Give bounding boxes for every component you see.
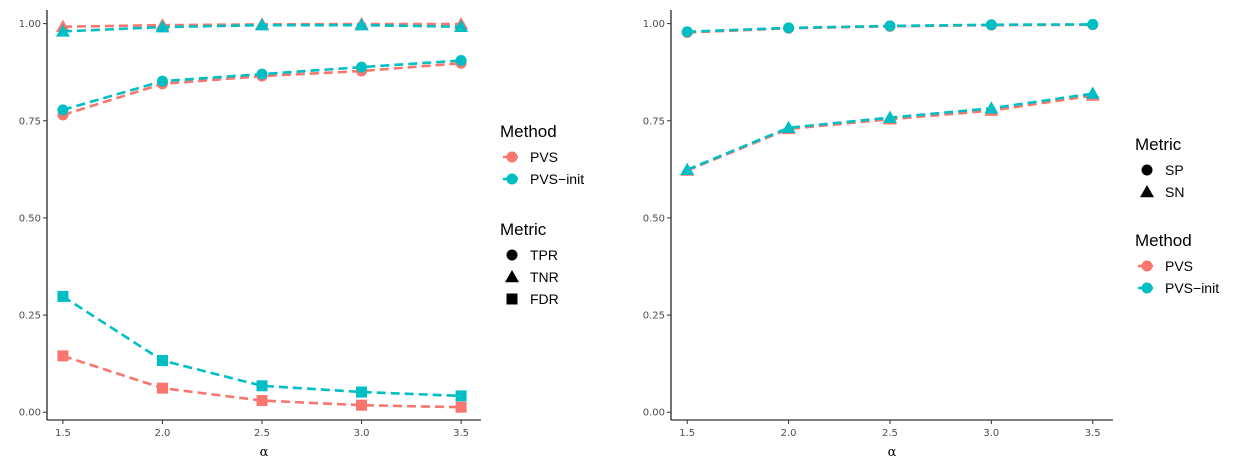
data-point-pvs-init-tpr (455, 55, 467, 67)
x-tick-label: 1.5 (55, 428, 71, 439)
data-point-pvs-init-sp (884, 20, 896, 32)
legend-method: Method PVS PVS−init (1135, 231, 1219, 296)
data-point-pvs-init-fdr (57, 290, 69, 302)
series-line-pvs-sn (686, 94, 1093, 172)
legend-metric: Metric TPR TNR FDR (500, 220, 559, 307)
data-point-pvs-init-tnr (454, 19, 469, 32)
data-point-pvs-init-fdr (455, 390, 467, 402)
data-point-pvs-init-sn (984, 101, 999, 114)
x-axis-label: α (260, 445, 269, 460)
chart-panel-1: 0.00 0.25 0.50 0.75 1.00 1.5 2.0 2.5 3.0 3.5 α Meth… (19, 10, 584, 460)
data-point-pvs-init-sn (680, 162, 695, 175)
data-point-pvs-init-sp (681, 26, 693, 38)
legend-key-shape (506, 293, 518, 305)
x-tick-label: 1.5 (679, 428, 695, 439)
y-tick-label: 0.25 (643, 311, 665, 322)
legend-key-point (506, 151, 518, 163)
y-tick-label: 0.50 (643, 213, 665, 224)
data-point-pvs-init-tpr (256, 68, 268, 80)
legend-label: PVS−init (530, 171, 584, 187)
x-tick-label: 2.0 (155, 428, 171, 439)
data-point-pvs-init-sn (1085, 86, 1100, 99)
x-tick-label: 2.0 (781, 428, 797, 439)
data-point-pvs-init-tnr (354, 18, 369, 31)
x-tick-label: 2.5 (254, 428, 270, 439)
data-point-pvs-init-tnr (55, 24, 70, 37)
y-tick-label: 1.00 (643, 19, 665, 30)
y-tick-label: 0.50 (19, 213, 41, 224)
data-point-pvs-init-sp (783, 22, 795, 34)
x-axis-label: α (888, 445, 897, 460)
data-point-pvs-fdr (455, 401, 467, 413)
chart-panel-2: 0.00 0.25 0.50 0.75 1.00 1.5 2.0 2.5 3.0 3.5 α Metr… (643, 10, 1219, 460)
legend-key-shape (505, 270, 519, 283)
data-point-pvs-fdr (156, 382, 168, 394)
legend-label: PVS (1165, 258, 1193, 274)
data-point-pvs-fdr (57, 350, 69, 362)
data-point-pvs-fdr (256, 395, 268, 407)
data-point-pvs-init-fdr (156, 355, 168, 367)
legend-key-shape (506, 249, 518, 261)
legend-label: PVS−init (1165, 280, 1219, 296)
data-point-pvs-init-tnr (255, 18, 270, 31)
legend-title: Method (500, 122, 557, 141)
x-tick-label: 3.0 (983, 428, 999, 439)
legend-label: PVS (530, 149, 558, 165)
legend-method: Method PVS PVS−init (500, 122, 584, 187)
legend-label: FDR (530, 291, 559, 307)
x-tick-label: 3.5 (453, 428, 469, 439)
data-point-pvs-init-tnr (155, 20, 170, 33)
legend-label: SP (1165, 162, 1184, 178)
y-tick-label: 0.75 (643, 116, 665, 127)
x-tick-label: 2.5 (882, 428, 898, 439)
legend-label: TNR (530, 269, 559, 285)
data-point-pvs-fdr (356, 399, 368, 411)
y-tick-label: 0.75 (19, 116, 41, 127)
data-point-pvs-init-fdr (256, 380, 268, 392)
legend-title: Metric (1135, 135, 1182, 154)
legend-key-shape (1140, 185, 1154, 198)
data-point-pvs-init-sn (882, 110, 897, 123)
data-point-pvs-init-sn (781, 120, 796, 134)
legend-key-point (506, 173, 518, 185)
series-line-pvs-init-fdr (62, 295, 462, 398)
y-tick-label: 0.00 (19, 408, 41, 419)
legend-key-point (1141, 282, 1153, 294)
legend-title: Method (1135, 231, 1192, 250)
data-point-pvs-init-tpr (356, 61, 368, 73)
legend-label: TPR (530, 247, 558, 263)
y-tick-label: 0.25 (19, 311, 41, 322)
legend-key-point (1141, 260, 1153, 272)
y-tick-label: 1.00 (19, 19, 41, 30)
data-point-pvs-init-fdr (356, 386, 368, 398)
data-point-pvs-init-tpr (57, 104, 69, 116)
x-tick-label: 3.0 (354, 428, 370, 439)
data-point-pvs-init-sp (985, 19, 997, 31)
data-point-pvs-init-tpr (156, 75, 168, 87)
y-tick-label: 0.00 (643, 408, 665, 419)
legend-label: SN (1165, 184, 1184, 200)
legend-title: Metric (500, 220, 547, 239)
legend-key-shape (1141, 164, 1153, 176)
x-tick-label: 3.5 (1085, 428, 1101, 439)
legend-metric: Metric SP SN (1135, 135, 1184, 200)
data-point-pvs-init-sp (1087, 18, 1099, 30)
